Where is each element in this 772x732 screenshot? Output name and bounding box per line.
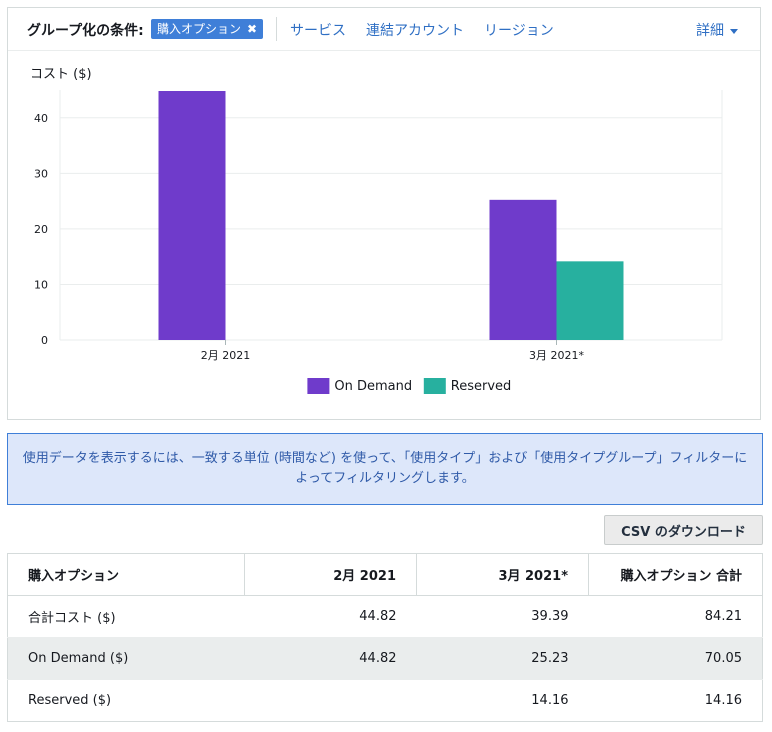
- y-tick-label: 20: [34, 223, 48, 236]
- cell-value: 70.05: [588, 637, 763, 680]
- cell-value: 39.39: [416, 595, 589, 638]
- column-header-feb-2021[interactable]: 2月 2021: [244, 553, 417, 596]
- y-tick-label: 0: [41, 334, 48, 347]
- x-tick-label: 3月 2021*: [529, 349, 584, 362]
- group-by-toolbar: グループ化の条件: 購入オプション ✖ サービス 連結アカウント リージョン 詳細: [8, 8, 760, 51]
- table-row: On Demand ($) 44.82 25.23 70.05: [7, 637, 763, 680]
- table-row: 合計コスト ($) 44.82 39.39 84.21: [7, 595, 763, 638]
- bar-reserved: [556, 261, 624, 340]
- info-alert: 使用データを表示するには、一致する単位 (時間など) を使って、「使用タイプ」お…: [7, 433, 763, 505]
- legend-swatch: [423, 378, 446, 394]
- row-label: Reserved ($): [7, 679, 245, 722]
- column-header-total[interactable]: 購入オプション 合計: [588, 553, 763, 596]
- y-tick-label: 30: [34, 167, 48, 180]
- column-header-purchase-option[interactable]: 購入オプション: [7, 553, 245, 596]
- bar-on-demand: [158, 91, 226, 340]
- group-by-service-link[interactable]: サービス: [290, 23, 346, 39]
- legend-label: Reserved: [451, 379, 512, 394]
- cell-value: [244, 679, 417, 722]
- download-csv-button[interactable]: CSV のダウンロード: [604, 515, 763, 545]
- cell-value: 84.21: [588, 595, 763, 638]
- info-alert-text: 使用データを表示するには、一致する単位 (時間など) を使って、「使用タイプ」お…: [22, 451, 748, 486]
- cell-value: 25.23: [416, 637, 589, 680]
- cell-value: 14.16: [416, 679, 589, 722]
- table-row: Reserved ($) 14.16 14.16: [7, 679, 763, 722]
- caret-down-icon: [730, 28, 738, 34]
- legend-swatch: [307, 378, 330, 394]
- group-by-region-link[interactable]: リージョン: [484, 23, 554, 39]
- group-by-label: グループ化の条件:: [27, 23, 144, 39]
- legend-label: On Demand: [334, 379, 412, 394]
- column-header-mar-2021[interactable]: 3月 2021*: [416, 553, 589, 596]
- detail-label: 詳細: [696, 23, 724, 39]
- cost-bar-chart: 0 10 20 30 40 2月 2021 3月 2021* On Demand Reserve…: [34, 90, 723, 394]
- cell-value: 44.82: [244, 595, 417, 638]
- detail-dropdown[interactable]: 詳細: [696, 20, 738, 40]
- bar-on-demand: [489, 199, 557, 340]
- purchase-option-filter-token[interactable]: 購入オプション ✖: [151, 19, 264, 39]
- cost-chart-panel: グループ化の条件: 購入オプション ✖ サービス 連結アカウント リージョン 詳細…: [7, 7, 761, 420]
- x-tick-label: 2月 2021: [201, 349, 251, 362]
- y-tick-label: 40: [34, 112, 48, 125]
- row-label: On Demand ($): [7, 637, 245, 680]
- table-header-row: 購入オプション 2月 2021 3月 2021* 購入オプション 合計: [7, 553, 763, 596]
- y-tick-label: 10: [34, 278, 48, 291]
- token-label: 購入オプション: [157, 22, 242, 36]
- cell-value: 14.16: [588, 679, 763, 722]
- row-label: 合計コスト ($): [7, 595, 245, 638]
- toolbar-divider: [276, 17, 277, 41]
- group-by-linked-account-link[interactable]: 連結アカウント: [366, 23, 464, 39]
- cell-value: 44.82: [244, 637, 417, 680]
- chart-y-axis-label: コスト ($): [30, 67, 92, 82]
- cost-table: 購入オプション 2月 2021 3月 2021* 購入オプション 合計 合計コス…: [7, 553, 763, 722]
- remove-token-icon[interactable]: ✖: [247, 22, 258, 36]
